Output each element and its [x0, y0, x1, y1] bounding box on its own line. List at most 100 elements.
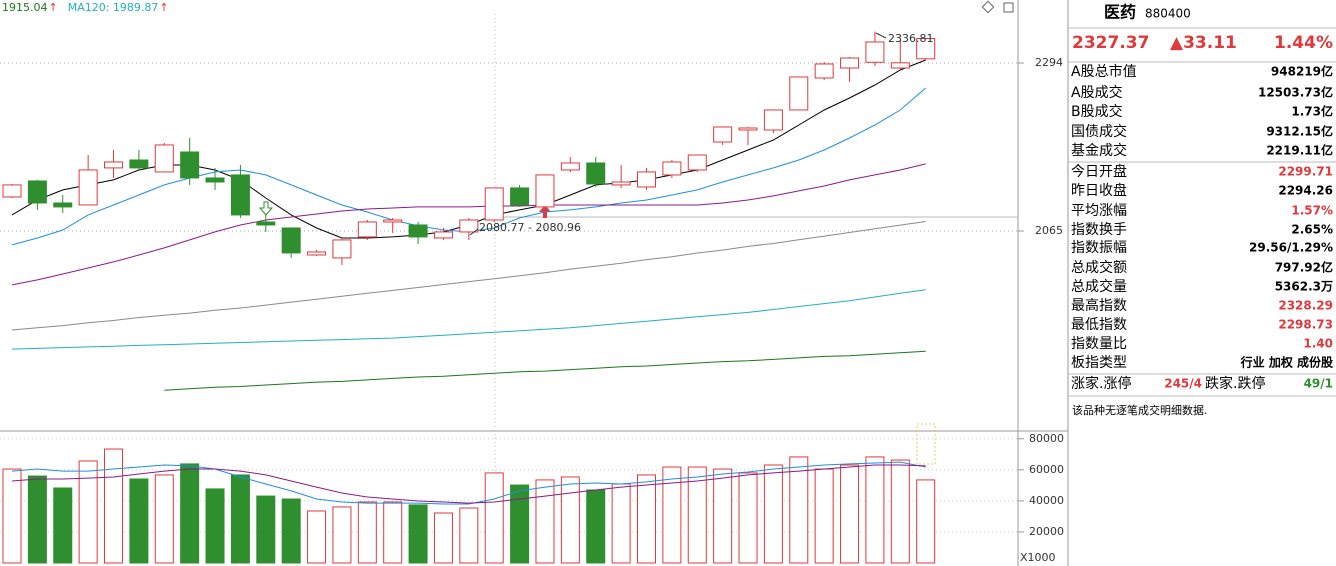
sell-signal	[258, 201, 274, 216]
candle-body	[230, 174, 250, 216]
info-value: 2219.11亿	[1266, 143, 1333, 158]
y-tick-label: 20000	[1029, 525, 1064, 538]
y-tick-label: 40000	[1029, 494, 1064, 507]
volume-bar	[763, 464, 783, 564]
candle-body	[307, 251, 327, 256]
candle-body	[53, 202, 73, 208]
info-value: 5362.3万	[1275, 280, 1333, 294]
volume-bar	[78, 460, 98, 564]
volume-bar	[129, 478, 149, 564]
ma-line	[11, 163, 926, 286]
volume-bar	[738, 472, 758, 564]
candle-body	[763, 109, 783, 131]
info-value: 948219亿	[1271, 64, 1333, 79]
volume-bar	[433, 512, 453, 564]
change: ▲33.11	[1170, 33, 1237, 53]
volume-bar	[180, 463, 200, 564]
volume-bar	[535, 479, 555, 564]
note: 该品种无逐笔成交明细数据.	[1072, 403, 1208, 417]
unit-label: X1000	[1020, 551, 1056, 564]
price: 2327.37	[1072, 33, 1149, 53]
info-label: 总成交量	[1071, 278, 1127, 295]
breadth-label: 跌家.跌停	[1205, 375, 1265, 392]
volume-bar	[2, 468, 22, 564]
y-tick-label: 60000	[1029, 463, 1064, 476]
volume-bar	[104, 448, 124, 564]
volume-bar	[205, 488, 225, 564]
annotation: 2080.77 - 2080.96	[479, 221, 581, 234]
candle-body	[840, 57, 860, 69]
volume-bar	[510, 484, 530, 564]
volume-bar	[357, 501, 377, 564]
volume-bar	[307, 510, 327, 564]
volume-bar	[53, 487, 73, 564]
candle-body	[560, 162, 580, 171]
candle-body	[2, 184, 22, 198]
volume-bar	[789, 456, 809, 564]
candle-body	[713, 126, 733, 143]
info-value: 行业 加权 成份股	[1240, 355, 1334, 370]
candle-body	[104, 161, 124, 169]
candle-body	[408, 224, 428, 238]
candle-body	[27, 180, 47, 204]
info-label: A股总市值	[1071, 63, 1137, 80]
candle-body	[383, 219, 403, 223]
candle-body	[357, 221, 377, 238]
candle-body	[687, 154, 707, 171]
volume-bar	[916, 479, 936, 564]
volume-ma-line	[11, 464, 926, 504]
annotation-pointer	[469, 228, 479, 236]
info-label: B股成交	[1071, 103, 1123, 120]
candle-body	[789, 76, 809, 111]
candle-body	[814, 63, 834, 79]
info-label: 国债成交	[1071, 123, 1127, 140]
index-code: 880400	[1145, 7, 1191, 21]
info-label: 昨日收盘	[1071, 182, 1127, 199]
change-pct: 1.44%	[1274, 33, 1333, 53]
volume-bar	[890, 459, 910, 564]
info-value: 797.92亿	[1275, 260, 1333, 275]
info-value: 1.40	[1303, 337, 1333, 351]
breadth-value: 245/4	[1164, 377, 1202, 391]
volume-bar	[814, 468, 834, 564]
info-value: 1.73亿	[1291, 104, 1333, 119]
candle-body	[180, 151, 200, 179]
volume-bar	[611, 483, 631, 564]
candle-body	[154, 144, 174, 173]
candle-body	[78, 169, 98, 206]
diamond-icon[interactable]	[981, 0, 995, 14]
candle-body	[510, 187, 530, 206]
ma-line	[11, 221, 926, 331]
candle-body	[129, 159, 149, 169]
y-tick-label: 80000	[1029, 432, 1064, 445]
square-icon[interactable]	[1003, 2, 1014, 13]
info-value: 2.65%	[1291, 223, 1333, 237]
volume-bar	[281, 498, 301, 564]
candle-body	[916, 38, 936, 60]
info-label: 指数量比	[1071, 336, 1127, 352]
info-value: 2299.71	[1278, 165, 1333, 179]
candle-body	[433, 231, 453, 239]
volume-bar	[865, 456, 885, 564]
volume-bar	[27, 475, 47, 564]
info-label: 基金成交	[1071, 142, 1127, 159]
volume-bar	[637, 474, 656, 564]
legend-arrow: ↑	[159, 1, 168, 14]
volume-bar	[687, 466, 707, 564]
volume-bar	[383, 501, 403, 564]
info-label: 指数振幅	[1071, 240, 1127, 256]
candle-body	[738, 127, 758, 131]
legend-label: MA120: 1989.87	[68, 1, 159, 14]
candle-body	[484, 187, 504, 221]
info-label: 今日开盘	[1071, 163, 1127, 180]
candle-body	[586, 162, 606, 185]
info-value: 2328.29	[1278, 299, 1333, 313]
legend-arrow: ↑	[49, 1, 58, 14]
candle-body	[637, 171, 656, 188]
info-label: 板指类型	[1071, 355, 1127, 371]
volume-bar	[154, 474, 174, 564]
candle-body	[662, 161, 682, 176]
info-value: 29.56/1.29%	[1249, 241, 1333, 255]
